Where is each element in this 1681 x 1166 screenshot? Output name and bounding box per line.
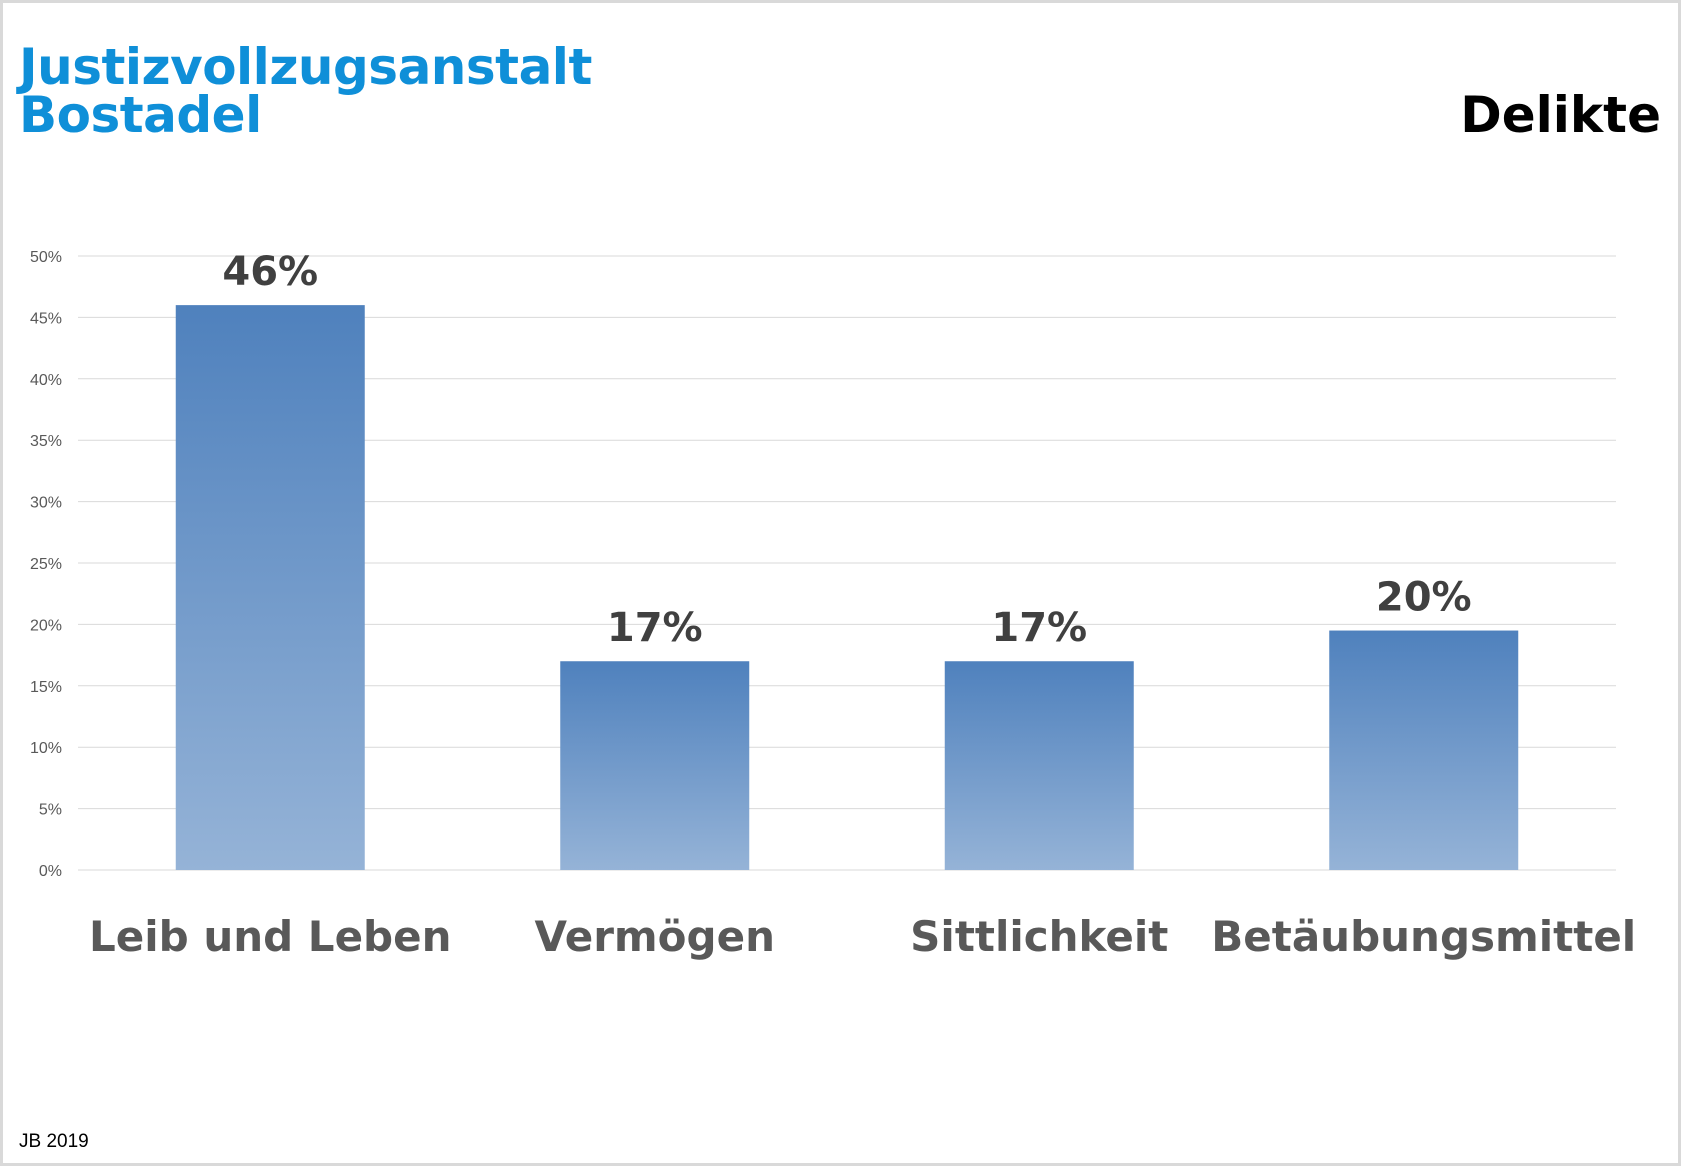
data-label: 46%	[222, 249, 318, 295]
y-tick-label: 15%	[30, 679, 62, 696]
y-tick-label: 25%	[30, 556, 62, 573]
y-tick-label: 50%	[30, 249, 62, 266]
org-title: Justizvollzugsanstalt Bostadel	[19, 38, 592, 144]
x-category-label: Vermögen	[535, 912, 775, 961]
org-title-line1: Justizvollzugsanstalt	[19, 38, 592, 96]
org-title-line2: Bostadel	[19, 86, 262, 144]
y-tick-label: 45%	[30, 310, 62, 327]
y-tick-label: 10%	[30, 740, 62, 757]
bar	[560, 661, 750, 870]
y-tick-label: 30%	[30, 495, 62, 512]
y-tick-label: 20%	[30, 617, 62, 634]
x-category-label: Sittlichkeit	[910, 912, 1168, 961]
y-axis-ticks: 0% 5% 10% 15% 20% 25% 30% 35% 40% 45% 50%	[30, 249, 62, 880]
x-category-label: Betäubungsmittel	[1211, 912, 1636, 961]
x-category-label: Leib und Leben	[89, 912, 452, 961]
bar	[944, 661, 1134, 870]
y-tick-label: 35%	[30, 433, 62, 450]
bar	[175, 305, 365, 870]
data-labels: 46% 17% 17% 20%	[222, 249, 1471, 651]
footer-note: JB 2019	[19, 1131, 89, 1152]
y-tick-label: 5%	[39, 802, 62, 819]
x-axis-categories: Leib und Leben Vermögen Sittlichkeit Betäub…	[89, 912, 1636, 961]
data-label: 17%	[607, 605, 703, 651]
y-tick-label: 0%	[39, 863, 62, 880]
data-label: 17%	[991, 605, 1087, 651]
bars	[175, 305, 1519, 870]
data-label: 20%	[1376, 575, 1472, 621]
bar	[1329, 630, 1519, 870]
y-tick-label: 40%	[30, 372, 62, 389]
chart-title: Delikte	[1460, 86, 1661, 144]
